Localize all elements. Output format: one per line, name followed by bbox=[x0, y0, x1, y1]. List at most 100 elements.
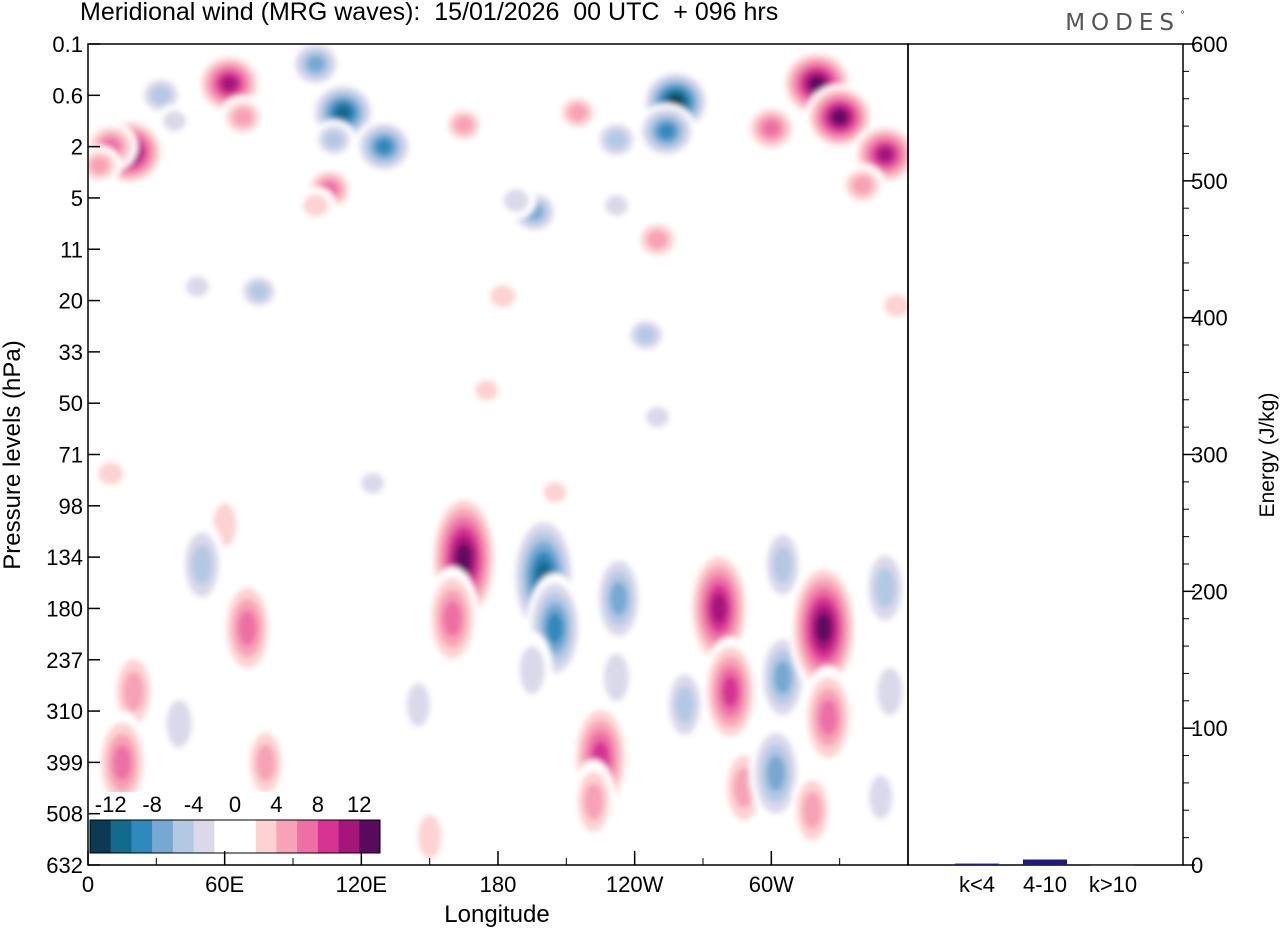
wind-cell bbox=[178, 269, 217, 304]
x-tick-label: 60W bbox=[749, 872, 794, 897]
wind-cell bbox=[636, 103, 697, 160]
energy-tick-label: 300 bbox=[1191, 443, 1228, 468]
x-tick-label: 60E bbox=[205, 872, 244, 897]
wind-cell bbox=[701, 636, 759, 747]
wind-cell bbox=[685, 804, 721, 865]
colorbar-swatch bbox=[359, 820, 381, 853]
wind-contour bbox=[543, 482, 567, 503]
energy-bar bbox=[1023, 859, 1067, 865]
wind-contour bbox=[645, 406, 670, 428]
y-tick-label: 134 bbox=[46, 545, 83, 570]
wind-contour bbox=[490, 284, 516, 308]
wind-cell bbox=[441, 104, 486, 145]
wind-contour bbox=[658, 123, 676, 140]
x-tick-label: 180 bbox=[480, 872, 517, 897]
energy-panel: 0 100 200 300 400 500 600 k<4 4-10 k>10 bbox=[955, 32, 1228, 897]
colorbar-tick-label: -8 bbox=[142, 792, 162, 817]
wind-contour bbox=[583, 782, 604, 821]
colorbar-swatch bbox=[152, 820, 174, 853]
x-tick-label: 120E bbox=[336, 872, 387, 897]
wind-cell bbox=[321, 740, 356, 806]
wind-contour bbox=[605, 130, 627, 150]
wind-cell bbox=[790, 768, 835, 853]
wind-cell bbox=[788, 560, 859, 696]
wind-cell bbox=[399, 669, 438, 741]
wind-contour bbox=[809, 76, 825, 91]
wind-contour bbox=[255, 744, 276, 782]
wind-contour bbox=[166, 699, 192, 748]
wind-contour bbox=[609, 581, 628, 616]
wind-contour bbox=[604, 195, 629, 216]
energy-panel-frame bbox=[907, 43, 1184, 866]
wind-cell bbox=[804, 84, 875, 150]
wind-contour bbox=[150, 85, 172, 105]
wind-contour bbox=[98, 462, 124, 485]
wind-contour bbox=[802, 791, 823, 829]
colorbar-tick-label: 12 bbox=[347, 792, 371, 817]
wind-field bbox=[88, 44, 908, 865]
wind-contour bbox=[112, 745, 132, 781]
energy-category-label: 4-10 bbox=[1023, 872, 1067, 897]
wind-contour bbox=[443, 600, 462, 637]
wind-contour bbox=[636, 326, 656, 344]
colorbar-tick-label: 0 bbox=[229, 792, 241, 817]
wind-contour bbox=[191, 544, 213, 585]
wind-cell bbox=[536, 475, 574, 510]
wind-contour bbox=[646, 230, 668, 250]
wind-contour bbox=[685, 804, 721, 865]
wind-contour bbox=[722, 675, 739, 708]
wind-cell bbox=[749, 721, 803, 825]
wind-contour bbox=[335, 105, 352, 121]
wind-cell bbox=[869, 652, 908, 731]
wind-contour bbox=[877, 146, 894, 163]
wind-cell bbox=[596, 638, 637, 717]
wind-contour bbox=[475, 379, 499, 401]
x-tick-label: 120W bbox=[606, 872, 664, 897]
wind-contour bbox=[772, 546, 793, 584]
wind-cell bbox=[482, 277, 523, 315]
energy-category-label: k<4 bbox=[959, 872, 995, 897]
wind-contour bbox=[762, 119, 781, 137]
wind-cell bbox=[158, 685, 200, 763]
energy-tick-label: 600 bbox=[1191, 32, 1228, 57]
wind-cell bbox=[760, 522, 805, 607]
x-tick-label: 0 bbox=[82, 872, 94, 897]
colorbar-tick-label: 8 bbox=[312, 792, 324, 817]
wind-cell bbox=[353, 466, 392, 501]
colorbar: -12 -8 -4 0 4 8 12 bbox=[88, 792, 382, 855]
colorbar-swatch bbox=[255, 820, 277, 853]
wind-cell bbox=[467, 373, 506, 408]
wind-contour bbox=[754, 401, 789, 433]
wind-cell bbox=[95, 711, 149, 815]
wind-contour bbox=[816, 613, 831, 643]
wind-cell bbox=[838, 163, 887, 207]
wind-cell bbox=[219, 95, 267, 139]
colorbar-swatch bbox=[110, 820, 132, 853]
y-tick-label: 98 bbox=[59, 494, 83, 519]
y-tick-label: 237 bbox=[46, 648, 83, 673]
wind-contour bbox=[567, 103, 588, 122]
wind-contour bbox=[773, 660, 792, 695]
wind-cell bbox=[410, 801, 449, 865]
y-axis-label: Pressure levels (hPa) bbox=[0, 340, 26, 569]
wind-contour bbox=[603, 653, 630, 702]
colorbar-swatch bbox=[90, 820, 112, 853]
colorbar-swatch bbox=[193, 820, 215, 853]
wind-contour bbox=[546, 612, 564, 644]
wind-cell bbox=[592, 118, 641, 162]
wind-contour bbox=[519, 646, 545, 694]
wind-contour bbox=[454, 116, 474, 134]
colorbar-swatch bbox=[317, 820, 340, 853]
y-axis: 0.1 0.6 2 5 11 20 33 50 71 98 134 180 237 310 399 508 63… bbox=[46, 32, 100, 878]
energy-tick-label: 100 bbox=[1191, 716, 1228, 741]
wind-cell bbox=[354, 118, 415, 175]
wind-cell bbox=[638, 400, 677, 434]
colorbar-swatch bbox=[235, 820, 257, 853]
y-tick-label: 5 bbox=[71, 186, 83, 211]
brand-name: MODES bbox=[1065, 10, 1180, 36]
wind-cell bbox=[289, 44, 343, 89]
wind-cell bbox=[155, 104, 194, 138]
wind-contour bbox=[877, 667, 903, 716]
colorbar-swatch bbox=[131, 820, 153, 853]
